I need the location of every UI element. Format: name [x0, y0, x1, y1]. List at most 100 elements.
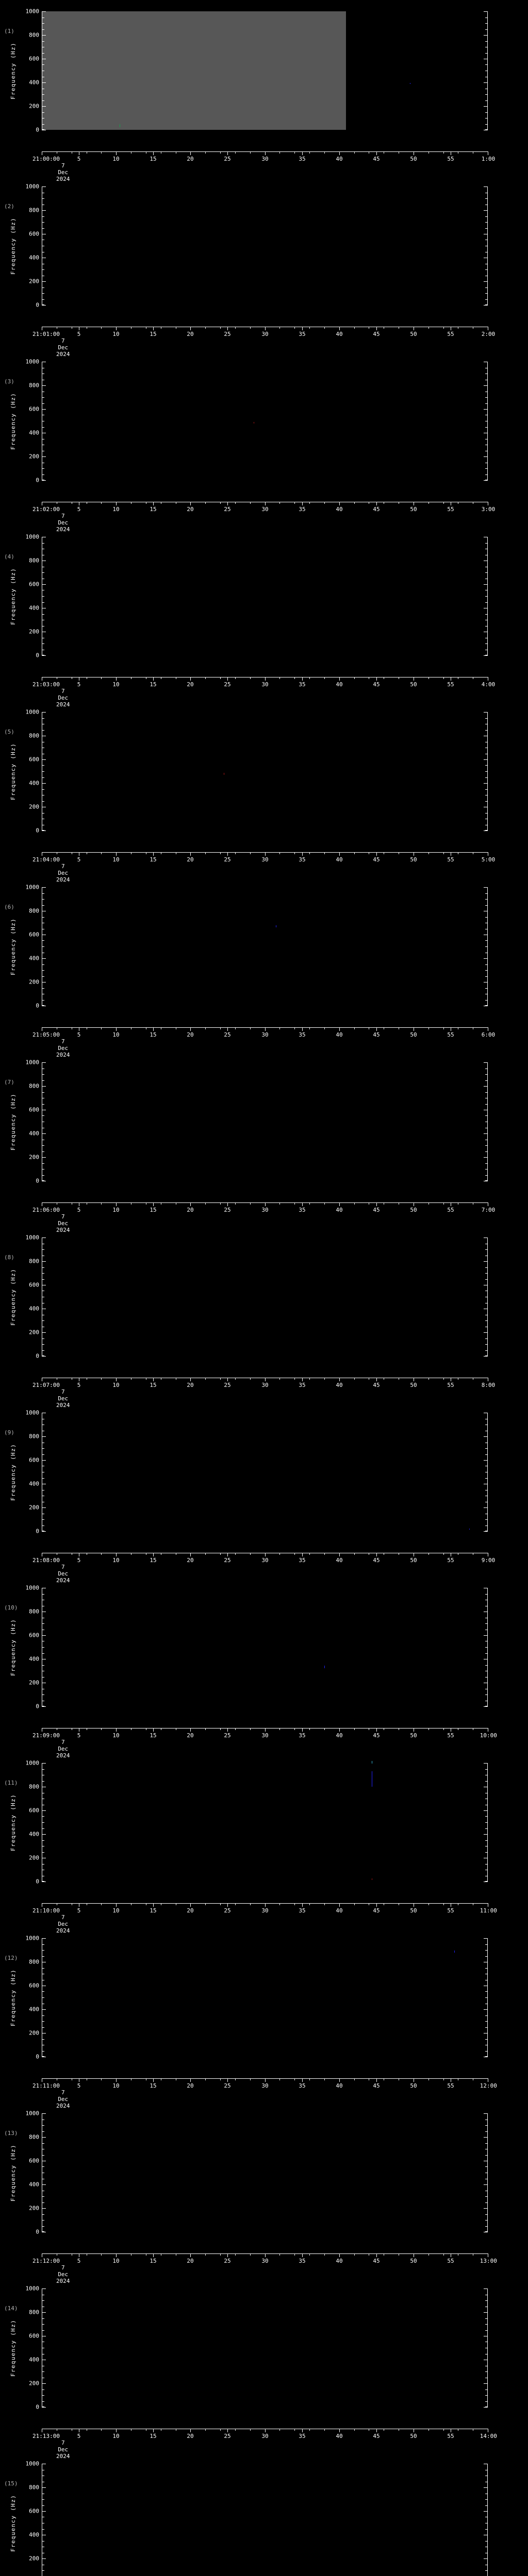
x-axis-start-label: 21:02:00 [32, 506, 60, 513]
x-axis-tick-label: 35 [299, 506, 306, 513]
y-axis-tick-label: 200 [29, 978, 39, 986]
x-axis-major-tick [227, 502, 228, 505]
x-axis-minor-tick [324, 151, 325, 154]
y-axis-minor-tick-right [485, 1950, 488, 1951]
axis-end-cap [485, 129, 488, 130]
y-axis-minor-tick-right [485, 1828, 488, 1829]
x-axis-tick-label: 45 [373, 331, 380, 337]
x-axis-minor-tick [324, 502, 325, 504]
x-axis: 21:11:00 5 10 15 20 25 30 35 40 45 50 55 12:00 7 Dec 20… [32, 2078, 497, 2109]
plot-background [42, 1413, 488, 1531]
y-axis-minor-tick-right [485, 614, 488, 615]
y-axis-minor-tick-right [485, 2499, 488, 2500]
x-axis-major-tick [227, 1553, 228, 1556]
x-axis-tick-label: 35 [299, 1557, 306, 1564]
y-axis-minor-tick [42, 1956, 44, 1957]
y-axis-minor-tick [42, 1273, 44, 1274]
y-axis-title-text: Frequency (Hz) [9, 1969, 16, 2026]
x-axis-minor-tick [428, 852, 429, 854]
y-axis-title: Frequency (Hz) [9, 2289, 16, 2407]
x-axis-major-tick [302, 327, 303, 330]
y-axis-tick-label: 1000 [25, 2285, 40, 2292]
y-axis-minor-tick-right [485, 1344, 488, 1345]
x-axis-date-stack: 7 Dec 2024 [56, 1739, 70, 1759]
y-axis-minor-tick-right [485, 643, 488, 644]
x-axis-minor-tick [101, 1728, 102, 1730]
x-axis-tick-label: 35 [299, 2258, 306, 2264]
spectrogram-panel: (14) Frequency (Hz) 0 200 400 600 800 1000 21:13… [0, 2277, 528, 2460]
x-axis-tick-label: 55 [447, 681, 454, 688]
x-axis-tick-label: 15 [150, 2433, 157, 2439]
x-axis-date-line: Dec [58, 519, 69, 526]
y-axis-minor-tick [42, 1623, 44, 1624]
x-axis-minor-tick [443, 1378, 444, 1380]
x-axis-date-line: 7 [61, 1038, 65, 1045]
y-axis-minor-tick [42, 1175, 44, 1176]
x-axis-minor-tick [235, 502, 236, 504]
y-axis-minor-tick-right [485, 2226, 488, 2227]
y-axis-minor-tick-right [485, 2371, 488, 2372]
x-axis-minor-tick [220, 151, 221, 154]
y-axis-minor-tick-right [485, 1145, 488, 1146]
x-axis-minor-tick [324, 2429, 325, 2431]
y-axis-minor-tick-right [485, 112, 488, 113]
axis-end-cap [42, 1881, 44, 1882]
y-axis-minor-tick [42, 1448, 44, 1449]
x-axis-minor-tick [324, 327, 325, 329]
x-axis-minor-tick [235, 151, 236, 154]
y-axis-minor-tick [42, 1478, 44, 1479]
y-axis-minor-tick [42, 1279, 44, 1280]
x-axis-tick-label: 5 [77, 856, 81, 863]
x-axis-end-label: 4:00 [481, 681, 496, 688]
y-axis-minor-tick [42, 2401, 44, 2402]
y-axis-major-tick [42, 2511, 46, 2512]
x-axis-minor-tick [235, 677, 236, 679]
y-axis-minor-tick [42, 1665, 44, 1666]
y-axis-major-tick [42, 1133, 46, 1134]
y-axis-minor-tick [42, 41, 44, 42]
x-axis-major-tick [265, 2253, 266, 2257]
y-axis-major-tick [42, 210, 46, 211]
y-axis-tick-label: 200 [29, 453, 39, 460]
y-axis-major-tick-right [484, 2113, 488, 2114]
y-axis-major-tick-right [484, 2312, 488, 2313]
y-axis-major-tick-right [484, 1460, 488, 1461]
x-axis-tick-label: 30 [261, 1382, 269, 1388]
y-axis-minor-tick [42, 1828, 44, 1829]
x-axis-major-tick [339, 677, 340, 681]
x-axis-minor-tick [279, 1202, 280, 1205]
x-axis-tick-label: 50 [410, 1382, 417, 1388]
x-axis-tick-label: 25 [224, 1732, 231, 1739]
spectrogram-panel: (4) Frequency (Hz) 0 200 400 600 800 1000 21:03:… [0, 526, 528, 708]
x-axis-major-tick [376, 1728, 377, 1732]
x-axis-tick-label: 55 [447, 331, 454, 337]
y-axis-major-tick [42, 480, 46, 481]
x-axis-minor-tick [309, 2078, 310, 2080]
y-axis-major-tick [42, 2184, 46, 2185]
x-axis-tick-label: 35 [299, 1907, 306, 1914]
x-axis-tick-label: 10 [112, 1382, 120, 1388]
x-axis-minor-tick [324, 852, 325, 854]
panel-number-label: (7) [4, 1079, 14, 1086]
x-axis-date-line: Dec [58, 1045, 69, 1052]
x-axis-major-tick [153, 1728, 154, 1732]
x-axis-minor-tick [205, 502, 206, 504]
y-axis-title-text: Frequency (Hz) [9, 217, 16, 275]
y-axis-major-tick [42, 2208, 46, 2209]
x-axis-tick-label: 45 [373, 1031, 380, 1038]
plot-background [42, 537, 488, 655]
x-axis-major-tick [376, 327, 377, 330]
x-axis-tick-label: 25 [224, 1031, 231, 1038]
y-axis-minor-tick [42, 299, 44, 300]
x-axis-minor-tick [205, 1903, 206, 1905]
x-axis-major-tick [190, 1728, 191, 1732]
y-axis-major-tick-right [484, 1834, 488, 1835]
x-axis-tick-label: 30 [261, 506, 269, 513]
plot-area: 0 200 400 600 800 1000 [26, 2111, 488, 2235]
x-axis-minor-tick [250, 502, 251, 504]
x-axis-date-stack: 7 Dec 2024 [56, 2264, 70, 2284]
y-axis-tick-label: 800 [29, 1608, 39, 1615]
y-axis-minor-tick [42, 293, 44, 294]
y-axis-minor-tick [42, 917, 44, 918]
x-axis-minor-tick [205, 2253, 206, 2256]
